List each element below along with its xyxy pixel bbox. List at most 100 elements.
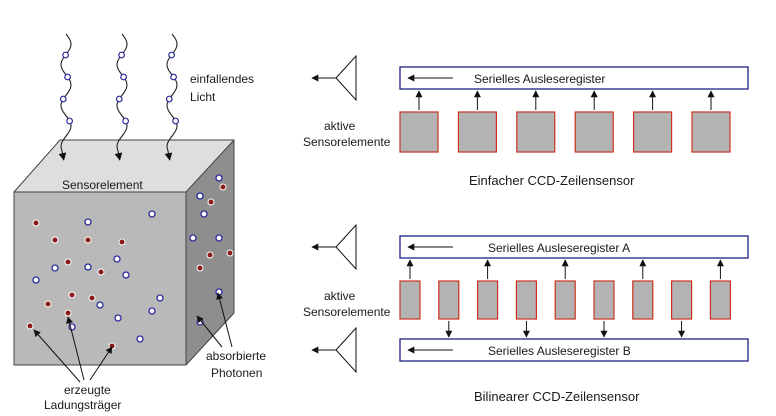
- linear-ccd: Serielles Ausleseregister aktive Sensore…: [303, 54, 749, 188]
- linear-caption: Einfacher CCD-Zeilensensor: [469, 173, 635, 188]
- absorbed-photon-dot: [200, 210, 208, 218]
- bilinear-active-label-2: Sensorelemente: [303, 305, 391, 319]
- charge-carrier-dot: [84, 236, 92, 244]
- charge-carrier-dot: [51, 236, 59, 244]
- bilinear-readout-register-b: [399, 338, 749, 362]
- linear-output-amplifier: [335, 54, 357, 102]
- bilinear-sensor-element: [554, 280, 576, 320]
- linear-sensor-element: [399, 111, 439, 153]
- absorbed-photon-dot: [96, 301, 104, 309]
- linear-sensor-element: [457, 111, 497, 153]
- charge-carrier-dot: [32, 219, 40, 227]
- photon-dot: [168, 51, 176, 59]
- linear-sensor-row: [399, 90, 731, 153]
- photon-dot: [165, 95, 173, 103]
- charge-carrier-dot: [207, 198, 215, 206]
- charge-carrier-dot: [196, 264, 204, 272]
- light-arrow: [58, 149, 67, 161]
- charge-carrier-dot: [226, 249, 234, 257]
- photon-dot: [115, 95, 123, 103]
- photon-dot: [170, 73, 178, 81]
- linear-active-label-2: Sensorelemente: [303, 135, 391, 149]
- photon-dot: [64, 73, 71, 81]
- absorbed-photon-dot: [51, 264, 59, 272]
- sensor-element-label: Sensorelement: [62, 178, 143, 192]
- bilinear-sensor-element: [515, 280, 538, 320]
- photon-dot: [118, 51, 125, 59]
- incident-light-label-1: einfallendes: [190, 72, 254, 86]
- charge-carrier-pointers: [33, 316, 113, 383]
- charge-carrier-dot: [64, 258, 72, 266]
- linear-sensor-element: [574, 111, 614, 153]
- bilinear-output-amplifier-a: [335, 223, 357, 271]
- charge-carriers-label-1: erzeugte: [64, 383, 111, 397]
- bilinear-output-amplifier-b: [335, 326, 357, 374]
- charge-carrier-dot: [64, 309, 72, 317]
- photon-dot: [62, 51, 69, 59]
- charge-carrier-dot: [26, 322, 34, 330]
- charge-carrier-dot: [118, 238, 126, 246]
- charge-carriers-label-2: Ladungsträger: [44, 398, 121, 412]
- sensor-cube: [13, 139, 235, 366]
- light-arrow: [164, 149, 173, 161]
- absorbed-photons-label-2: Photonen: [211, 366, 262, 380]
- absorbed-photon-dot: [215, 174, 223, 182]
- absorbed-photon-dot: [189, 234, 197, 242]
- cube-front-face: [14, 192, 186, 365]
- absorbed-photon-dot: [156, 294, 164, 302]
- cube-top-face: [14, 140, 234, 192]
- photon-dot: [59, 95, 67, 103]
- charge-carrier-dot: [88, 294, 96, 302]
- charge-carrier-dot: [108, 342, 116, 350]
- absorbed-photon-dot: [215, 234, 223, 242]
- absorbed-photon-dot: [148, 210, 156, 218]
- linear-readout-register: [399, 66, 749, 90]
- bilinear-sensor-element: [477, 280, 499, 320]
- photon-dot: [120, 73, 127, 81]
- bilinear-sensor-row: [399, 259, 732, 338]
- incident-light-waves: [58, 33, 180, 161]
- register-a-label: Serielles Ausleseregister A: [488, 241, 630, 255]
- photon-dot: [66, 117, 73, 125]
- absorbed-photon-dot: [84, 263, 92, 271]
- charge-carrier-dot: [206, 251, 214, 259]
- bilinear-caption: Bilinearer CCD-Zeilensensor: [474, 389, 640, 404]
- charge-carrier-dot: [68, 291, 76, 299]
- linear-sensor-element: [516, 111, 556, 153]
- linear-register-label: Serielles Ausleseregister: [474, 72, 605, 86]
- bilinear-sensor-element: [399, 280, 421, 320]
- light-wave: [60, 33, 72, 151]
- absorbed-photon-dot: [196, 192, 204, 200]
- incident-light-label-2: Licht: [190, 90, 216, 104]
- absorbed-photon-dot: [122, 271, 130, 279]
- bilinear-active-label-1: aktive: [324, 289, 356, 303]
- absorbed-photons-label-1: absorbierte: [206, 349, 266, 363]
- absorbed-photon-dot: [32, 276, 40, 284]
- charge-carrier-dot: [219, 183, 227, 191]
- linear-active-label-1: aktive: [324, 119, 356, 133]
- absorbed-photon-dot: [148, 307, 156, 315]
- bilinear-ccd: Serielles Ausleseregister A Serielles Au…: [303, 223, 749, 404]
- absorbed-photon-pointers: [196, 292, 233, 348]
- linear-sensor-element: [691, 111, 731, 153]
- charge-carrier-dot: [97, 268, 105, 276]
- photon-dot: [122, 117, 129, 125]
- absorbed-photon-dot: [215, 288, 223, 296]
- absorbed-photon-dot: [136, 335, 144, 343]
- light-arrow: [114, 149, 123, 161]
- bilinear-sensor-element: [632, 280, 654, 320]
- photon-dot: [172, 117, 180, 125]
- charge-carrier-dot: [44, 300, 52, 308]
- absorbed-photon-dot: [114, 314, 122, 322]
- bilinear-sensor-element: [709, 280, 732, 320]
- bilinear-sensor-element: [670, 280, 693, 320]
- bilinear-sensor-element: [593, 280, 615, 320]
- light-wave: [116, 33, 128, 151]
- bilinear-sensor-element: [438, 280, 460, 320]
- register-b-label: Serielles Ausleseregister B: [488, 344, 631, 358]
- absorbed-photon-dot: [84, 218, 92, 226]
- light-wave: [166, 33, 178, 151]
- linear-sensor-element: [632, 111, 673, 153]
- bilinear-readout-register-a: [399, 235, 749, 259]
